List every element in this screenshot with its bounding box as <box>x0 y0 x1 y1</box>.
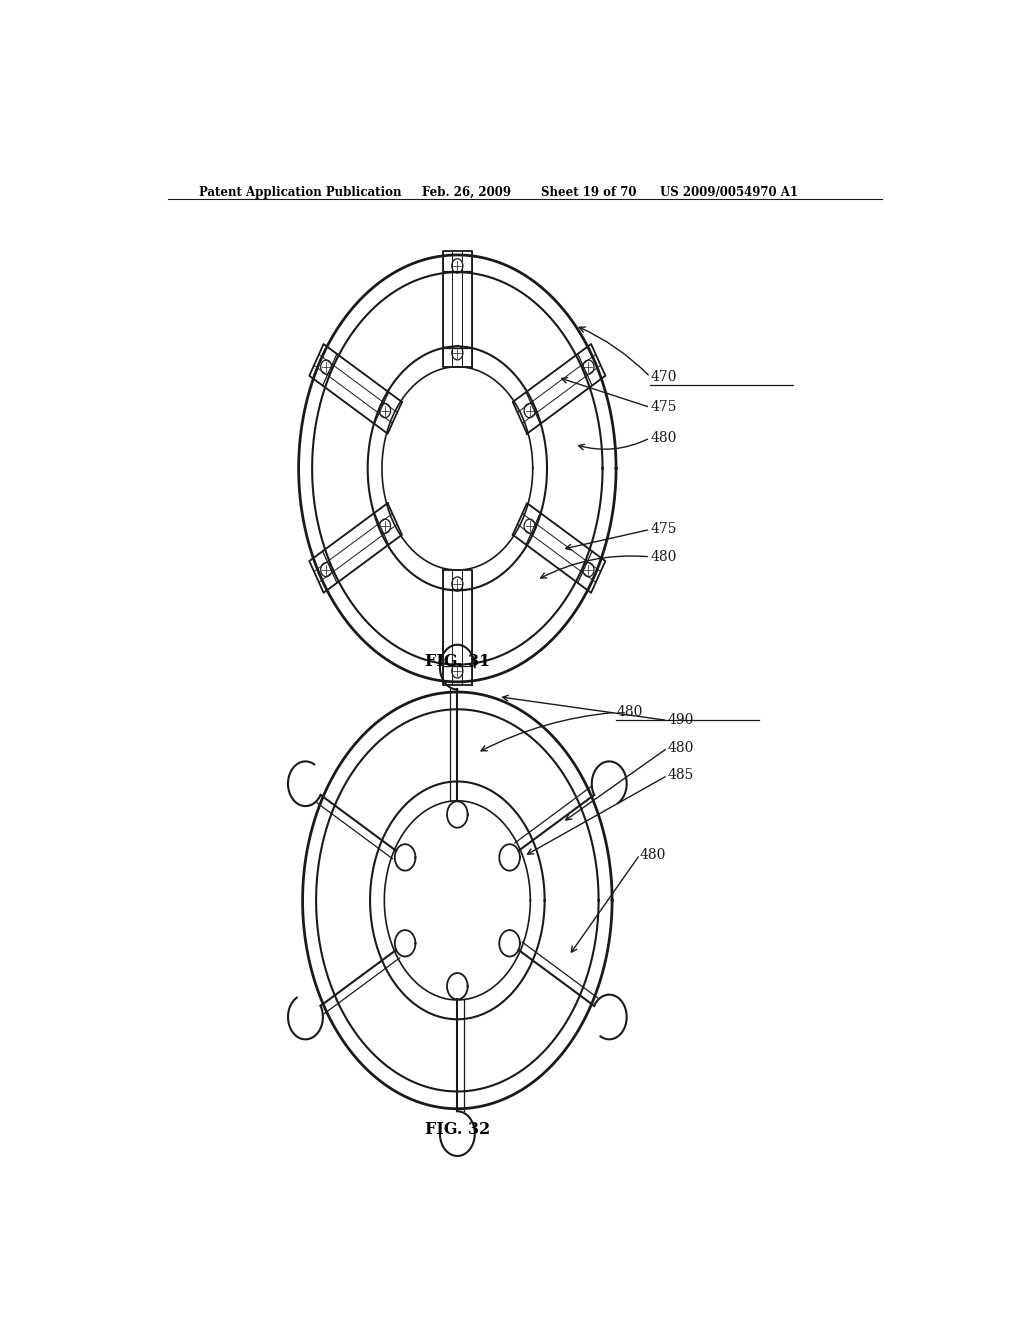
Text: 480: 480 <box>640 847 667 862</box>
Text: FIG. 31: FIG. 31 <box>425 653 489 671</box>
Text: 475: 475 <box>650 400 677 414</box>
Text: 480: 480 <box>650 550 677 564</box>
Text: Feb. 26, 2009: Feb. 26, 2009 <box>422 186 511 199</box>
Text: 475: 475 <box>650 523 677 536</box>
Text: 485: 485 <box>668 768 694 783</box>
Text: FIG. 32: FIG. 32 <box>425 1121 489 1138</box>
Text: 490: 490 <box>668 714 694 727</box>
Text: 470: 470 <box>650 370 677 384</box>
Text: 480: 480 <box>668 741 694 755</box>
Text: Sheet 19 of 70: Sheet 19 of 70 <box>541 186 636 199</box>
Text: 480: 480 <box>616 705 642 719</box>
Text: Patent Application Publication: Patent Application Publication <box>200 186 402 199</box>
Text: 480: 480 <box>650 430 677 445</box>
Text: US 2009/0054970 A1: US 2009/0054970 A1 <box>659 186 798 199</box>
